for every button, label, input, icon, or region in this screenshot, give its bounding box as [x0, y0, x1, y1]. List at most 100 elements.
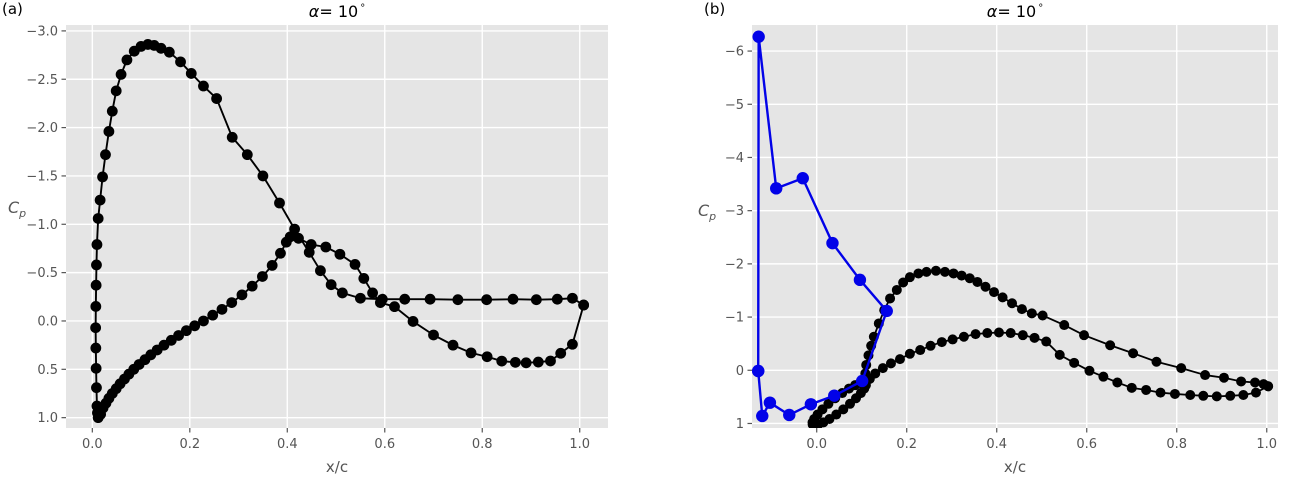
blue-slat-cp-marker [804, 398, 818, 411]
black-cp-loop-marker [198, 80, 209, 92]
blue-slat-cp-marker [826, 236, 839, 250]
black-main-element-cp-marker [980, 281, 991, 292]
alpha-symbol: α [308, 2, 320, 21]
black-cp-loop-marker [90, 301, 102, 312]
black-main-element-cp-marker [1141, 384, 1152, 395]
black-cp-loop-marker [428, 329, 439, 341]
black-main-element-cp-marker [1250, 387, 1261, 398]
black-main-element-cp-marker [1029, 332, 1040, 343]
panel-b-xlabel: x/c [1003, 458, 1027, 476]
black-cp-loop-marker [100, 149, 111, 161]
x-tick-label: 0.8 [1166, 437, 1187, 452]
black-main-element-cp-marker [1079, 330, 1090, 341]
blue-slat-cp-marker [752, 30, 765, 43]
black-cp-loop-marker [447, 339, 459, 351]
black-cp-loop-marker [241, 149, 253, 161]
black-cp-loop-marker [266, 259, 278, 271]
black-cp-loop-marker [91, 259, 102, 271]
blue-slat-cp-marker [853, 273, 867, 287]
black-cp-loop-marker [496, 355, 508, 367]
black-main-element-cp-marker [1169, 388, 1180, 399]
black-main-element-cp-marker [1211, 391, 1222, 402]
black-main-element-cp-marker [885, 358, 896, 369]
black-main-element-cp-marker [956, 270, 967, 281]
panel-a-xlabel: x/c [325, 458, 349, 476]
black-cp-loop-marker [173, 330, 184, 341]
black-main-element-cp-marker [1112, 377, 1123, 388]
blue-slat-cp-marker [763, 396, 777, 409]
y-tick-label: −2.0 [26, 121, 58, 136]
black-main-element-cp-marker [1007, 298, 1018, 309]
black-main-element-cp-marker [947, 334, 958, 345]
x-tick-label: 1.0 [1256, 437, 1277, 452]
black-cp-loop-marker [91, 239, 103, 250]
black-cp-loop-marker [90, 322, 102, 334]
black-main-element-cp-marker [1016, 304, 1027, 315]
black-cp-loop-marker [545, 355, 556, 367]
black-main-element-cp-marker [1198, 390, 1209, 401]
panel-a-title-value: = 10 [319, 2, 359, 21]
blue-slat-cp-marker [783, 408, 796, 422]
black-main-element-cp-marker [831, 409, 842, 420]
black-cp-loop-marker [349, 259, 361, 270]
blue-slat-cp-marker [880, 304, 893, 318]
black-main-element-cp-marker [1236, 376, 1247, 387]
black-main-element-cp-marker [1017, 330, 1028, 341]
black-cp-loop-marker [452, 294, 464, 306]
black-main-element-cp-marker [1238, 390, 1249, 401]
black-cp-loop-marker [315, 265, 326, 277]
black-cp-loop-marker [293, 232, 304, 244]
axes-background [752, 25, 1278, 428]
black-cp-loop-marker [399, 293, 411, 305]
panel-a-title: α= 10 ° [66, 2, 608, 21]
black-cp-loop-marker [336, 287, 348, 299]
blue-slat-cp-marker [796, 172, 809, 185]
black-cp-loop-marker [246, 280, 258, 292]
x-tick-label: 0.0 [82, 437, 103, 452]
alpha-symbol: α [986, 2, 998, 21]
black-main-element-cp-marker [1041, 336, 1052, 347]
degree-symbol: ° [360, 2, 366, 14]
y-tick-label: 1 [736, 417, 744, 432]
black-cp-loop-marker [465, 347, 477, 359]
black-main-element-cp-marker [1250, 377, 1261, 388]
black-main-element-cp-marker [904, 348, 915, 359]
black-main-element-cp-marker [1005, 328, 1016, 339]
black-cp-loop-marker [226, 131, 238, 143]
black-main-element-cp-marker [1128, 348, 1139, 359]
black-cp-loop-marker [407, 316, 419, 327]
black-main-element-cp-marker [1069, 357, 1080, 368]
blue-slat-cp-marker [855, 374, 869, 388]
black-cp-loop-marker [90, 342, 102, 354]
x-tick-label: 0.4 [277, 437, 298, 452]
black-main-element-cp-marker [930, 265, 941, 276]
black-main-element-cp-marker [1200, 370, 1211, 381]
x-tick-label: 1.0 [569, 437, 590, 452]
black-main-element-cp-marker [1105, 340, 1116, 351]
black-cp-loop-marker [578, 299, 590, 311]
black-cp-loop-marker [91, 382, 102, 394]
black-main-element-cp-marker [894, 354, 905, 365]
black-main-element-cp-marker [925, 340, 936, 351]
black-cp-loop-marker [94, 194, 106, 206]
y-tick-label: 1.0 [37, 411, 58, 426]
black-cp-loop-marker [90, 362, 102, 374]
black-cp-loop-marker [334, 248, 346, 260]
black-cp-loop-marker [358, 273, 370, 284]
black-main-element-cp-marker [936, 337, 947, 348]
x-tick-label: 0.2 [179, 437, 200, 452]
black-main-element-cp-marker [838, 404, 849, 415]
black-main-element-cp-marker [997, 292, 1008, 303]
panel-b-ylabel-sub: p [709, 210, 717, 223]
black-main-element-cp-marker [989, 287, 1000, 298]
black-cp-loop-marker [374, 297, 386, 308]
y-tick-label: −3 [725, 204, 744, 219]
black-cp-loop-marker [226, 297, 238, 308]
y-tick-label: −2.5 [26, 73, 58, 88]
panel-b-ylabel: Cp [698, 201, 716, 223]
x-tick-label: 0.2 [896, 437, 917, 452]
x-tick-label: 0.8 [472, 437, 493, 452]
blue-slat-cp-marker [828, 389, 841, 402]
black-main-element-cp-marker [891, 284, 902, 295]
black-cp-loop-marker [551, 293, 563, 305]
